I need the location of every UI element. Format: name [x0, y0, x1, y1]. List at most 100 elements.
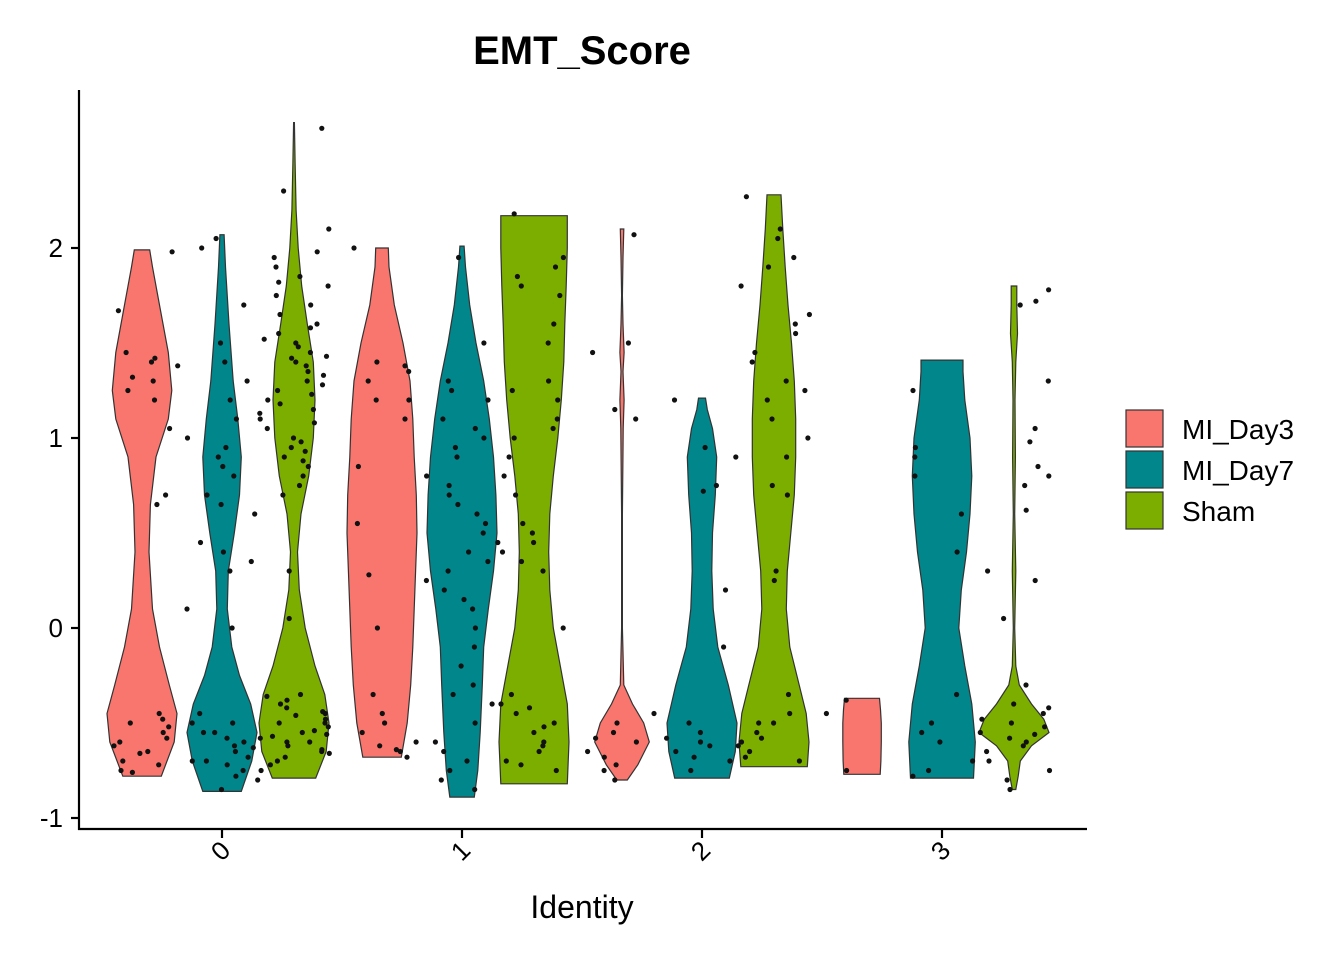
data-point-sham-0-28 — [280, 492, 286, 498]
data-point-sham-0-11 — [276, 330, 282, 337]
data-point-sham-0-3 — [271, 254, 277, 261]
data-point-mi-day7-0-32 — [231, 743, 238, 749]
data-point-mi-day7-3-5 — [954, 549, 960, 555]
data-point-mi-day3-3-1 — [844, 767, 850, 774]
data-point-mi-day3-2-4 — [633, 739, 640, 745]
data-point-sham-3-5 — [1027, 439, 1033, 445]
data-point-sham-3-24 — [979, 716, 985, 722]
data-point-sham-1-17 — [520, 520, 526, 527]
data-point-sham-0-4 — [273, 264, 279, 270]
data-point-sham-2-25 — [738, 739, 745, 745]
violin-sham-identity-2 — [738, 194, 810, 768]
data-point-sham-2-27 — [796, 758, 803, 764]
data-point-sham-2-18 — [784, 492, 791, 498]
data-point-mi-day3-0-10 — [156, 710, 162, 717]
data-point-sham-1-14 — [506, 454, 512, 460]
data-point-sham-1-33 — [526, 705, 533, 711]
data-point-sham-0-55 — [303, 363, 309, 369]
data-point-sham-0-43 — [325, 724, 331, 730]
data-point-mi-day7-0-35 — [233, 773, 239, 779]
data-point-mi-day7-0-11 — [220, 463, 226, 470]
data-point-sham-3-16 — [1008, 720, 1015, 726]
data-point-sham-0-7 — [273, 292, 279, 299]
data-point-mi-day7-0-39 — [200, 729, 207, 736]
data-point-mi-day7-1-26 — [472, 720, 478, 726]
data-point-mi-day7-1-7 — [454, 454, 460, 460]
data-point-mi-day3-2-6 — [610, 729, 617, 736]
data-point-sham-2-28 — [771, 720, 777, 726]
data-point-sham-2-1 — [777, 226, 783, 232]
data-point-mi-day7-0-34 — [224, 762, 230, 768]
chart-title: EMT_Score — [473, 29, 691, 73]
data-point-mi-day7-2-14 — [707, 743, 713, 749]
x-axis-ticks: 0 1 2 3 — [205, 829, 956, 866]
data-point-mi-day7-1-1 — [481, 340, 487, 346]
y-axis-ticks: -1 0 1 2 — [40, 233, 79, 833]
data-point-mi-day7-1-24 — [470, 682, 476, 688]
data-point-mi-day3-2-7 — [612, 777, 618, 783]
violin-sham-identity-1 — [498, 215, 570, 785]
data-point-mi-day3-0-18 — [166, 724, 172, 730]
data-point-sham-0-17 — [275, 387, 281, 394]
data-point-sham-1-20 — [499, 549, 506, 555]
data-point-sham-3-8 — [1022, 482, 1028, 489]
data-point-sham-3-14 — [1011, 701, 1017, 707]
data-point-sham-3-3 — [1045, 378, 1051, 384]
data-point-mi-day7-1-21 — [472, 625, 478, 631]
data-point-mi-day7-2-5 — [722, 587, 729, 593]
data-point-mi-day7-2-0 — [671, 397, 678, 403]
data-point-mi-day7-0-19 — [227, 568, 233, 574]
data-point-sham-3-0 — [1046, 287, 1052, 293]
violin-mi-day3-identity-2 — [594, 228, 650, 781]
data-point-sham-1-1 — [560, 254, 567, 261]
data-point-sham-0-47 — [267, 762, 273, 768]
data-point-sham-0-1 — [281, 188, 287, 194]
legend-swatch-mi-day7 — [1125, 450, 1164, 489]
legend-label-mi-day3: MI_Day3 — [1182, 414, 1294, 445]
data-point-sham-3-27 — [1020, 743, 1026, 749]
data-point-mi-day7-2-8 — [697, 729, 704, 736]
data-point-sham-0-66 — [302, 448, 308, 454]
data-point-sham-1-3 — [514, 273, 521, 280]
data-point-mi-day7-0-33 — [245, 754, 251, 760]
data-point-mi-day7-1-31 — [455, 501, 461, 508]
legend: MI_Day3 MI_Day7 Sham — [1125, 409, 1294, 530]
data-point-sham-0-57 — [277, 401, 283, 407]
data-point-sham-0-41 — [284, 705, 290, 711]
data-point-mi-day7-3-7 — [928, 720, 935, 726]
data-point-sham-3-10 — [985, 568, 991, 574]
data-point-sham-1-8 — [546, 378, 552, 384]
data-point-sham-0-26 — [300, 473, 306, 479]
data-point-mi-day3-0-2 — [148, 359, 155, 365]
data-point-mi-day3-2-3 — [612, 406, 618, 413]
data-point-mi-day7-0-15 — [252, 511, 258, 517]
data-point-mi-day7-0-18 — [248, 558, 254, 565]
y-tick-label-1: 0 — [49, 613, 63, 643]
data-point-mi-day7-0-24 — [241, 739, 247, 745]
data-point-mi-day7-0-16 — [197, 539, 204, 546]
violin-mi-day7-identity-3 — [908, 359, 976, 779]
data-point-sham-0-29 — [286, 568, 292, 574]
violin-mi-day7-identity-2 — [666, 397, 738, 779]
data-point-sham-3-29 — [1032, 731, 1038, 738]
data-point-sham-2-16 — [784, 454, 790, 460]
data-point-sham-2-24 — [754, 729, 760, 736]
violin-layer — [106, 122, 1050, 798]
data-point-sham-3-21 — [1046, 767, 1053, 774]
data-point-mi-day7-1-2 — [445, 378, 451, 384]
data-point-sham-1-13 — [511, 435, 517, 441]
violin-mi-day7-identity-0 — [186, 234, 258, 792]
data-point-sham-0-18 — [265, 397, 271, 403]
data-point-sham-2-0 — [743, 194, 750, 200]
data-point-mi-day7-1-25 — [489, 701, 495, 707]
data-point-mi-day7-2-12 — [688, 767, 694, 774]
data-point-sham-0-65 — [257, 410, 263, 416]
data-point-mi-day3-0-19 — [164, 735, 170, 741]
data-point-sham-0-67 — [276, 279, 282, 285]
y-tick-label-2: 1 — [49, 423, 63, 453]
data-point-mi-day7-0-8 — [184, 435, 191, 441]
data-point-mi-day7-0-0 — [213, 235, 219, 242]
jitter-points-layer — [111, 125, 1053, 793]
legend-swatch-sham — [1125, 491, 1164, 530]
